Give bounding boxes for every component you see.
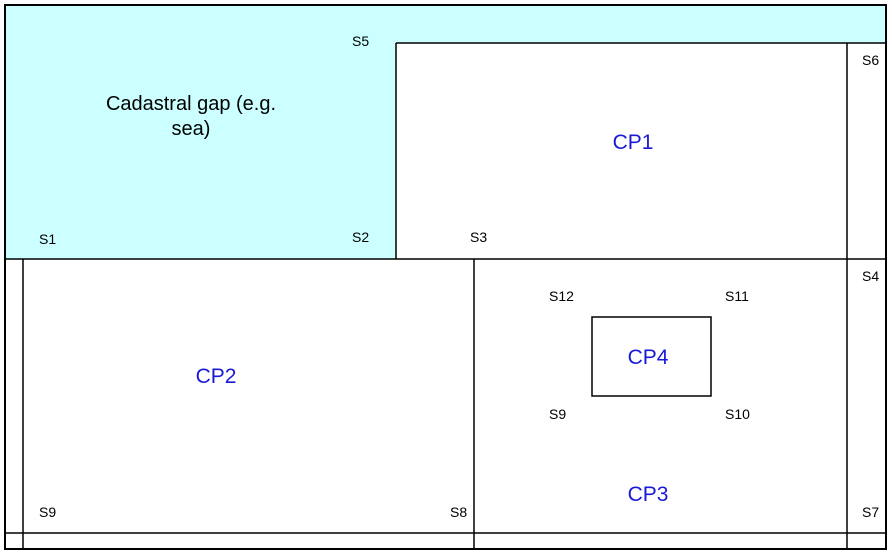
station-s9-inner-label: S9 [549,406,566,422]
parcel-cp3-label: CP3 [628,483,669,506]
parcel-cp1-label: CP1 [613,131,654,154]
station-s1-label: S1 [39,231,56,247]
station-s3-label: S3 [470,229,487,245]
station-s11-label: S11 [725,288,749,304]
station-s6-label: S6 [862,52,879,68]
cadastral-gap-region [5,5,886,259]
station-s7-label: S7 [862,504,879,520]
station-s8-label: S8 [450,504,467,520]
cadastral-gap-label-line1: Cadastral gap (e.g. [106,93,276,115]
boundary-cp4 [591,316,712,397]
parcel-cp2-label: CP2 [196,365,237,388]
station-s12-label: S12 [549,288,574,304]
station-s4-label: S4 [862,268,879,284]
outer-boundary [4,4,887,550]
cadastral-gap-label-line2: sea) [172,118,211,140]
parcel-cp4-label: CP4 [628,346,669,369]
station-s10-label: S10 [725,406,750,422]
station-s9-left-label: S9 [39,504,56,520]
station-s2-label: S2 [352,229,369,245]
station-s5-label: S5 [352,33,369,49]
